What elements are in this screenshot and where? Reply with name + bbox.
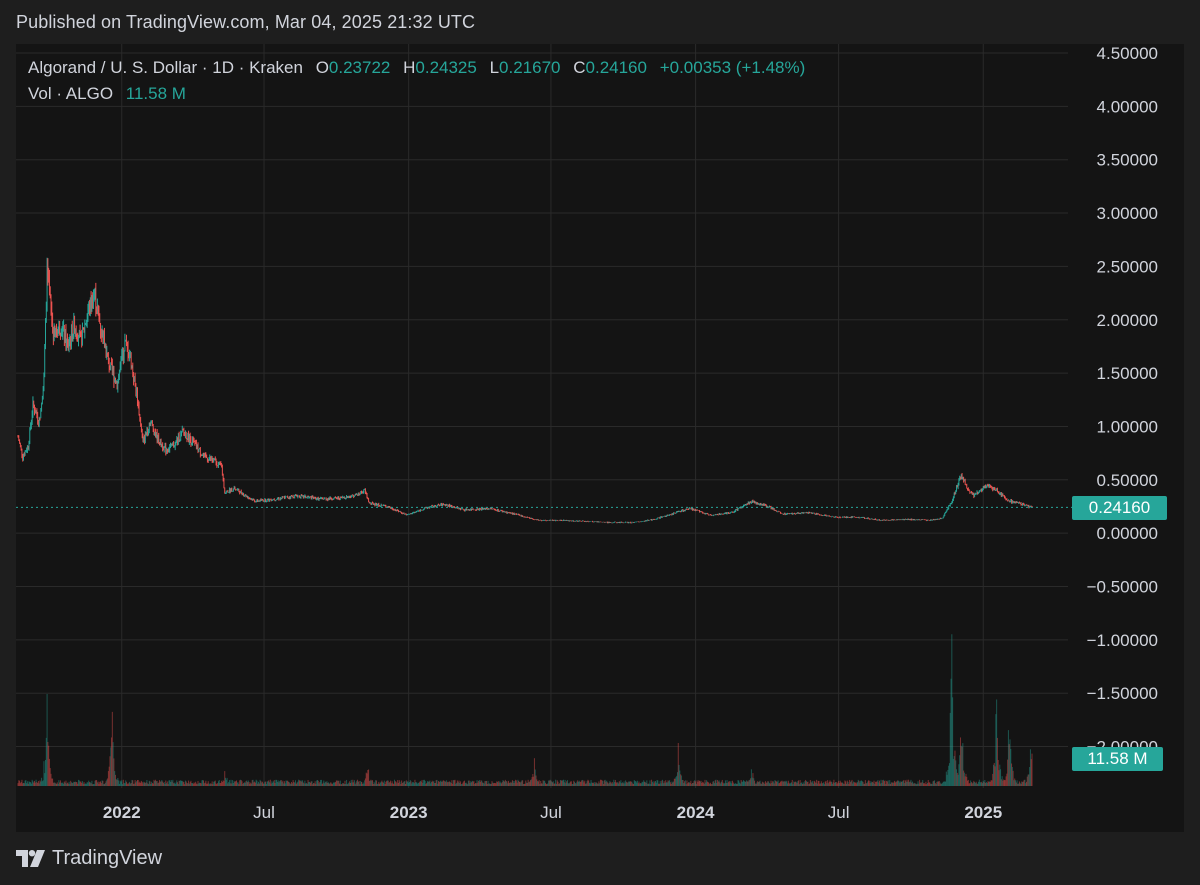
low-value: 0.21670 xyxy=(499,58,561,77)
y-tick-label: −1.50000 xyxy=(1087,684,1158,703)
open-label: O xyxy=(315,58,329,77)
y-tick-label: 4.50000 xyxy=(1097,44,1158,63)
brand-name: TradingView xyxy=(52,847,163,869)
time-axis: 2022 Jul 2023 Jul 2024 Jul 2025 xyxy=(103,803,1002,822)
close-value: 0.24160 xyxy=(585,58,647,77)
y-tick-label: 2.00000 xyxy=(1097,311,1158,330)
price-candles xyxy=(17,257,1033,524)
y-tick-label: 0.00000 xyxy=(1097,524,1158,543)
x-tick-label: 2024 xyxy=(677,803,715,822)
y-tick-label: 1.50000 xyxy=(1097,364,1158,383)
close-label: C xyxy=(573,58,586,77)
ohlc-row: Algorand / U. S. Dollar · 1D · Kraken O0… xyxy=(28,55,805,81)
open-value: 0.23722 xyxy=(328,58,391,77)
x-tick-label: 2022 xyxy=(103,803,141,822)
x-tick-label: Jul xyxy=(253,803,275,822)
high-value: 0.24325 xyxy=(415,58,477,77)
y-tick-label: 3.00000 xyxy=(1097,204,1158,223)
symbol-label: Algorand / U. S. Dollar · 1D · Kraken xyxy=(28,58,303,77)
x-tick-label: 2023 xyxy=(390,803,428,822)
y-tick-label: −0.50000 xyxy=(1087,578,1158,597)
y-tick-label: 4.00000 xyxy=(1097,97,1158,116)
chart-panel[interactable] xyxy=(16,44,1184,832)
x-tick-label: Jul xyxy=(828,803,850,822)
tradingview-logo-icon xyxy=(16,849,45,867)
last-price-tag: 0.24160 xyxy=(1072,496,1167,520)
chart-legend: Algorand / U. S. Dollar · 1D · Kraken O0… xyxy=(28,55,805,107)
high-label: H xyxy=(403,58,416,77)
y-tick-label: −1.00000 xyxy=(1087,631,1158,650)
y-tick-label: 2.50000 xyxy=(1097,257,1158,276)
last-volume-tag: 11.58 M xyxy=(1072,747,1163,771)
published-info: Published on TradingView.com, Mar 04, 20… xyxy=(16,12,476,32)
change-value: +0.00353 (+1.48%) xyxy=(659,58,806,77)
volume-label: Vol · ALGO xyxy=(28,84,114,103)
volume-value: 11.58 M xyxy=(125,84,186,103)
footer xyxy=(0,832,1200,885)
top-bar: Published on TradingView.com, Mar 04, 20… xyxy=(0,0,1200,44)
volume-row: Vol · ALGO 11.58 M xyxy=(28,81,805,107)
x-tick-label: Jul xyxy=(540,803,562,822)
x-tick-label: 2025 xyxy=(964,803,1002,822)
y-tick-label: 3.50000 xyxy=(1097,151,1158,170)
price-axis: 4.50000 4.00000 3.50000 3.00000 2.50000 2.000… xyxy=(1087,44,1158,757)
brand[interactable]: TradingView xyxy=(16,847,162,870)
volume-bars xyxy=(17,634,1033,786)
y-tick-label: 0.50000 xyxy=(1097,471,1158,490)
y-tick-label: 1.00000 xyxy=(1097,417,1158,436)
grid-lines xyxy=(16,44,1068,788)
low-label: L xyxy=(489,58,500,77)
